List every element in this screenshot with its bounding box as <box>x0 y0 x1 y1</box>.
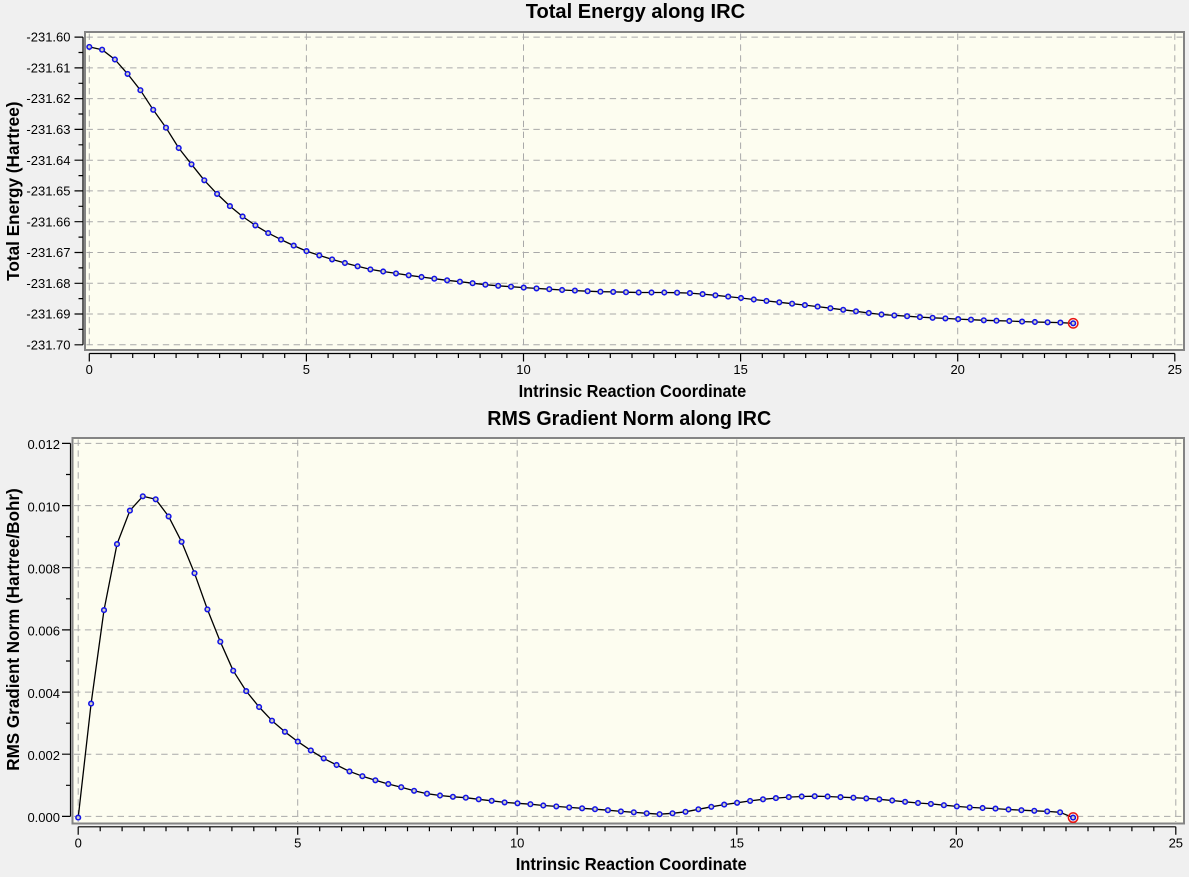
svg-text:0: 0 <box>75 836 82 851</box>
svg-text:0.004: 0.004 <box>27 686 60 701</box>
svg-text:-231.63: -231.63 <box>26 122 70 137</box>
svg-text:10: 10 <box>516 362 530 377</box>
svg-text:0.002: 0.002 <box>27 748 60 763</box>
svg-text:20: 20 <box>950 362 964 377</box>
svg-text:-231.70: -231.70 <box>26 337 70 352</box>
svg-text:15: 15 <box>733 362 747 377</box>
svg-text:-231.61: -231.61 <box>26 61 70 76</box>
svg-text:10: 10 <box>510 836 524 851</box>
svg-text:-231.69: -231.69 <box>26 307 70 322</box>
svg-text:0.006: 0.006 <box>27 624 60 639</box>
svg-text:-231.65: -231.65 <box>26 184 70 199</box>
svg-text:5: 5 <box>303 362 310 377</box>
svg-text:-231.64: -231.64 <box>26 153 70 168</box>
svg-text:-231.67: -231.67 <box>26 245 70 260</box>
svg-text:-231.62: -231.62 <box>26 91 70 106</box>
svg-text:-231.60: -231.60 <box>26 30 70 45</box>
svg-text:5: 5 <box>294 836 301 851</box>
svg-text:25: 25 <box>1168 362 1182 377</box>
svg-text:Intrinsic Reaction Coordinate: Intrinsic Reaction Coordinate <box>516 854 747 874</box>
svg-text:0: 0 <box>86 362 93 377</box>
svg-text:20: 20 <box>949 836 963 851</box>
svg-text:RMS Gradient Norm (Hartree/Boh: RMS Gradient Norm (Hartree/Bohr) <box>3 488 23 771</box>
svg-text:Intrinsic Reaction Coordinate: Intrinsic Reaction Coordinate <box>519 381 747 401</box>
svg-text:0.010: 0.010 <box>27 499 60 514</box>
svg-text:25: 25 <box>1169 836 1183 851</box>
svg-text:0.008: 0.008 <box>27 562 60 577</box>
svg-text:-231.68: -231.68 <box>26 276 70 291</box>
svg-text:Total Energy (Hartree): Total Energy (Hartree) <box>3 102 23 281</box>
svg-text:-231.66: -231.66 <box>26 214 70 229</box>
svg-text:15: 15 <box>730 836 744 851</box>
svg-text:RMS Gradient Norm along IRC: RMS Gradient Norm along IRC <box>487 408 771 430</box>
svg-text:Total Energy along IRC: Total Energy along IRC <box>526 1 746 23</box>
svg-text:0.012: 0.012 <box>27 437 60 452</box>
svg-text:0.000: 0.000 <box>27 810 60 825</box>
